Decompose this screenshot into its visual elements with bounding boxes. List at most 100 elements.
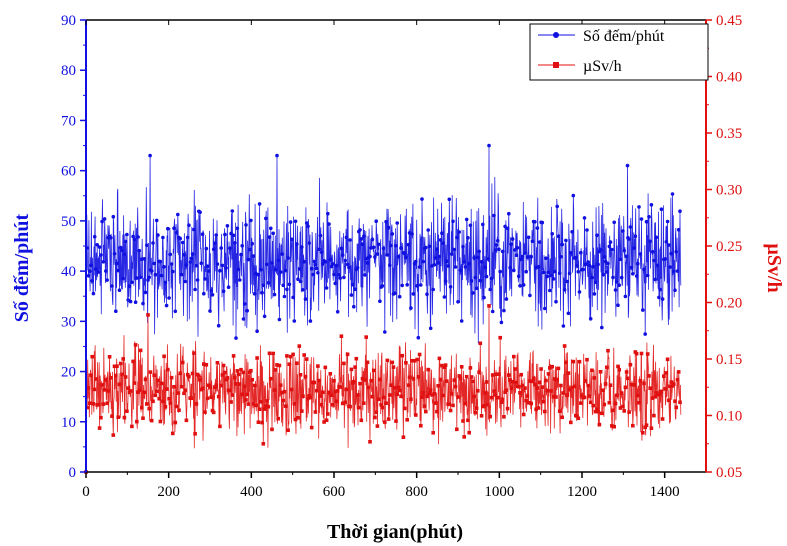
data-point-count	[239, 252, 243, 257]
data-point-dose	[637, 401, 641, 405]
data-point-dose	[348, 404, 352, 409]
data-point-dose	[602, 402, 607, 407]
data-point-dose	[525, 394, 530, 398]
data-point-count	[100, 219, 104, 224]
data-point-count	[302, 260, 307, 264]
data-point-dose	[373, 415, 377, 420]
data-point-dose	[135, 419, 139, 424]
data-point-count	[329, 264, 334, 269]
data-point-dose	[154, 389, 159, 394]
data-point-count	[524, 269, 528, 274]
data-point-dose	[464, 374, 469, 379]
data-point-count	[389, 243, 393, 248]
data-point-dose	[675, 378, 680, 382]
data-point-dose	[554, 395, 558, 399]
data-point-dose	[229, 400, 233, 404]
data-point-dose	[448, 408, 453, 413]
data-point-count	[468, 223, 473, 228]
data-point-count	[617, 283, 621, 288]
data-point-dose	[244, 398, 248, 402]
data-point-count	[622, 248, 626, 253]
data-point-dose	[601, 388, 605, 392]
data-point-dose	[592, 376, 597, 380]
data-point-count	[601, 272, 605, 277]
data-point-count	[295, 242, 299, 246]
data-point-dose	[101, 402, 106, 406]
data-point-count	[477, 249, 481, 254]
data-point-dose	[543, 409, 547, 414]
data-point-count	[593, 280, 598, 285]
data-point-dose	[306, 396, 310, 401]
y-left-tick-label: 80	[61, 63, 76, 79]
data-point-dose	[624, 370, 629, 374]
data-point-dose	[297, 344, 302, 348]
data-point-dose	[643, 425, 647, 430]
data-point-dose	[447, 402, 452, 407]
data-point-count	[581, 267, 585, 272]
data-point-dose	[219, 383, 223, 388]
data-point-dose	[112, 364, 117, 369]
data-point-dose	[159, 381, 164, 386]
data-point-dose	[100, 383, 104, 387]
data-point-dose	[436, 384, 440, 388]
data-point-count	[332, 272, 336, 277]
data-point-dose	[507, 373, 511, 377]
data-point-count	[130, 280, 134, 285]
data-point-count	[570, 230, 574, 234]
data-point-count	[190, 252, 195, 256]
data-point-dose	[528, 379, 532, 383]
data-point-dose	[400, 353, 404, 358]
data-point-count	[676, 227, 681, 232]
data-point-dose	[334, 399, 339, 404]
data-point-count	[224, 266, 228, 270]
data-point-count	[641, 308, 645, 312]
data-point-count	[145, 243, 149, 248]
data-point-dose	[508, 378, 512, 382]
data-point-count	[595, 233, 599, 237]
data-point-count	[86, 274, 91, 278]
data-point-dose	[308, 395, 313, 400]
data-point-dose	[295, 361, 299, 365]
data-point-count	[187, 223, 191, 227]
y-left-tick-label: 60	[61, 164, 76, 180]
data-point-count	[612, 220, 616, 225]
data-point-count	[453, 265, 458, 269]
data-point-count	[441, 241, 445, 245]
data-point-dose	[458, 376, 463, 381]
data-point-dose	[326, 412, 330, 416]
data-point-dose	[402, 406, 407, 411]
data-point-count	[645, 273, 650, 278]
data-point-count	[208, 309, 212, 313]
data-point-dose	[461, 419, 465, 423]
data-point-dose	[560, 415, 564, 420]
data-point-count	[102, 217, 107, 221]
data-point-count	[349, 293, 354, 297]
data-point-dose	[619, 391, 624, 395]
data-point-dose	[437, 356, 442, 361]
data-point-count	[307, 241, 312, 245]
data-point-dose	[90, 354, 94, 359]
data-point-count	[664, 240, 669, 244]
data-point-count	[133, 300, 138, 305]
data-point-dose	[463, 401, 468, 406]
data-point-count	[202, 291, 206, 296]
data-point-dose	[621, 404, 625, 409]
data-point-count	[265, 262, 269, 267]
data-point-dose	[557, 409, 562, 413]
data-point-count	[347, 265, 351, 270]
data-point-dose	[245, 392, 249, 397]
data-point-count	[278, 270, 283, 274]
data-point-dose	[161, 399, 165, 404]
data-point-dose	[412, 359, 417, 363]
data-point-count	[588, 317, 593, 321]
data-point-dose	[441, 393, 445, 398]
data-point-dose	[364, 335, 368, 339]
data-point-count	[207, 269, 211, 273]
data-point-count	[633, 234, 638, 238]
data-point-count	[255, 329, 259, 334]
data-point-dose	[272, 388, 277, 392]
data-point-count	[376, 242, 381, 247]
data-point-dose	[567, 387, 572, 392]
data-point-dose	[489, 395, 494, 400]
data-point-count	[649, 203, 654, 207]
